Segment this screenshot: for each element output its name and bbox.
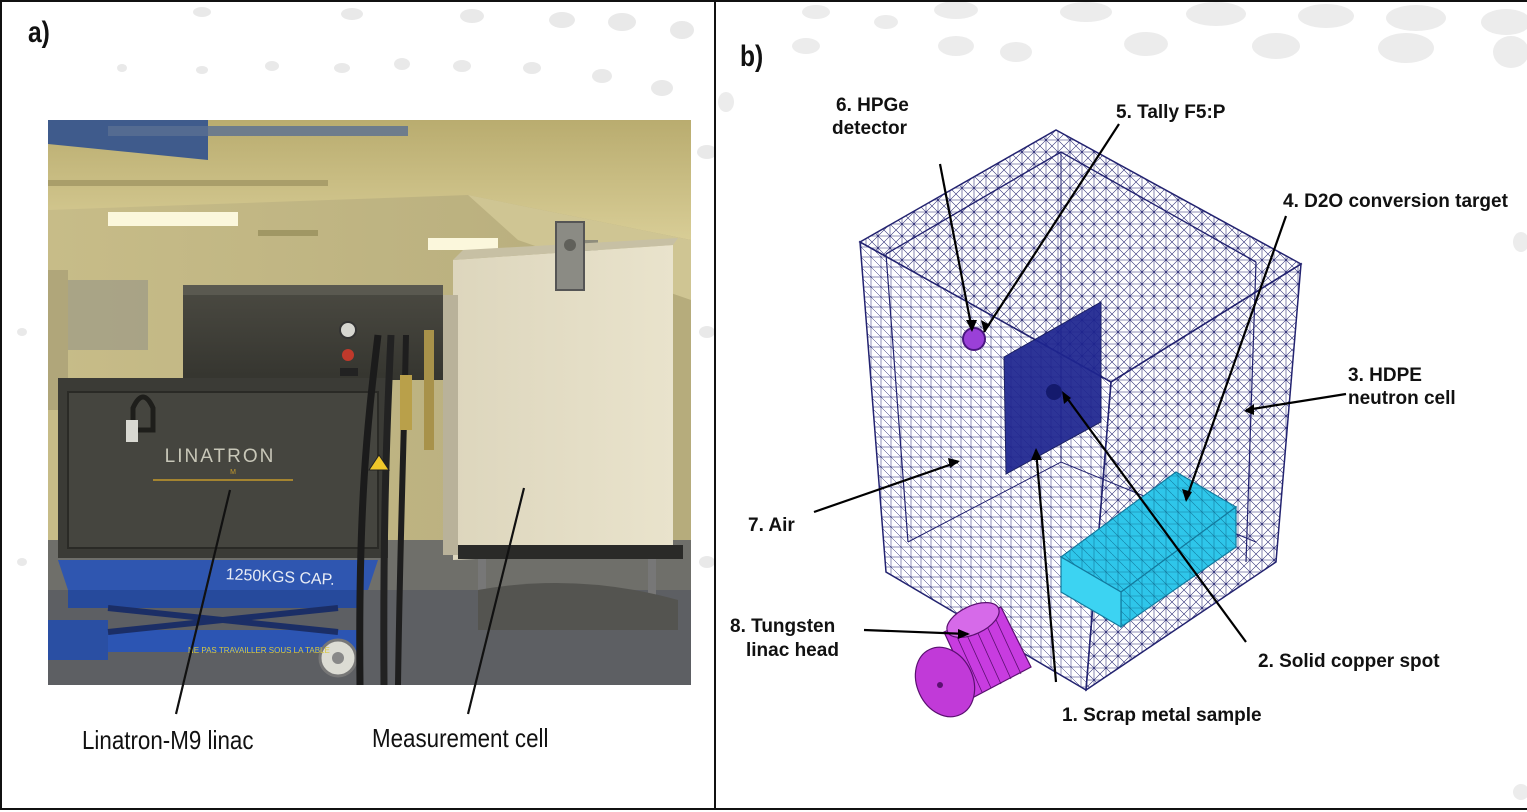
cell-caption: Measurement cell bbox=[372, 723, 549, 753]
panel-b: b) bbox=[714, 0, 1527, 810]
panel-b-letter: b) bbox=[740, 40, 764, 73]
d2o-conversion-target bbox=[1059, 471, 1238, 629]
label-hpge-line1: 6. HPGe bbox=[836, 95, 909, 116]
linac-brand-text: LINATRON bbox=[165, 446, 276, 467]
panel-a-pointer-lines bbox=[174, 487, 526, 715]
background-dots-decoration bbox=[17, 7, 714, 568]
label-hdpe-line1: 3. HDPE bbox=[1348, 365, 1422, 386]
label-air: 7. Air bbox=[748, 515, 795, 536]
panel-a: a) bbox=[0, 0, 716, 810]
label-hpge-line2: detector bbox=[832, 118, 907, 139]
panel-a-letter: a) bbox=[28, 16, 50, 49]
label-tungsten-line1: 8. Tungsten bbox=[730, 616, 836, 637]
background-dots-decoration bbox=[718, 2, 1527, 800]
label-leader-lines bbox=[813, 123, 1347, 683]
label-copper-spot: 2. Solid copper spot bbox=[1258, 651, 1440, 672]
label-tungsten-line2: linac head bbox=[746, 640, 839, 661]
tungsten-linac-head bbox=[914, 602, 1032, 718]
label-scrap-sample: 1. Scrap metal sample bbox=[1062, 705, 1262, 726]
lift-capacity-text: 1250KGS CAP. bbox=[225, 566, 335, 589]
hpge-detector bbox=[962, 327, 986, 351]
label-tally: 5. Tally F5:P bbox=[1116, 102, 1226, 123]
linac-caption: Linatron-M9 linac bbox=[82, 725, 254, 755]
mcnp-model-diagram bbox=[813, 123, 1347, 718]
copper-spot bbox=[1046, 384, 1062, 400]
linac-brand-sub-text: M bbox=[230, 469, 236, 476]
linac-photo: LINATRON M 1250KGS CAP. NE PAS TRAVAILLE… bbox=[48, 120, 691, 685]
lift-warning-text: NE PAS TRAVAILLER SOUS LA TABLE bbox=[188, 646, 330, 655]
label-d2o-target: 4. D2O conversion target bbox=[1283, 191, 1508, 212]
label-hdpe-line2: neutron cell bbox=[1348, 388, 1456, 409]
